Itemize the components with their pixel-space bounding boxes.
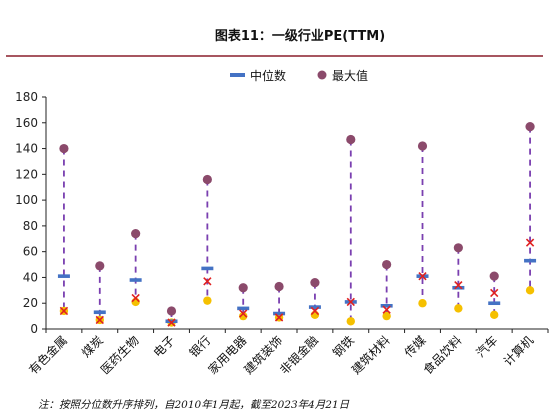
max-point <box>453 243 463 253</box>
x-category-label: 建筑材料 <box>348 333 393 378</box>
max-point <box>166 306 177 316</box>
low-point <box>418 299 427 308</box>
cross-mark-b <box>454 281 463 290</box>
x-category-label: 家用电器 <box>205 333 250 378</box>
cross-mark-b <box>382 305 391 314</box>
y-tick-label: 120 <box>15 167 38 181</box>
x-category-label: 计算机 <box>500 333 536 369</box>
cross-mark-b <box>203 277 212 286</box>
y-tick-label: 80 <box>23 219 38 233</box>
low-point <box>239 311 248 321</box>
cross-mark-b <box>167 318 176 327</box>
cross-mark-b <box>95 315 104 325</box>
max-point <box>310 278 320 288</box>
max-point <box>489 271 499 281</box>
y-tick-label: 40 <box>23 270 38 284</box>
x-category-label: 非银金融 <box>276 333 321 378</box>
low-point <box>454 304 463 313</box>
max-point <box>382 259 392 270</box>
x-category-label: 银行 <box>187 333 214 360</box>
footnote: 注：按照分位数升序排列，自2010年1月起，截至2023年4月21日 <box>38 399 350 411</box>
x-category-label: 电子 <box>151 333 178 360</box>
legend-median-label: 中位数 <box>250 68 286 83</box>
max-point <box>131 229 141 239</box>
x-category-label: 建筑装饰 <box>241 333 286 378</box>
cross-mark-b <box>131 293 140 303</box>
y-tick-label: 180 <box>15 90 38 104</box>
x-category-label: 食品饮料 <box>420 333 465 378</box>
max-point <box>95 261 105 271</box>
low-point <box>382 311 391 321</box>
x-category-label: 汽车 <box>473 333 501 361</box>
y-tick-label: 160 <box>15 116 38 130</box>
y-tick-label: 60 <box>23 245 38 259</box>
y-axis: 0 20 40 60 80 100 120 140 160 180 <box>15 90 47 336</box>
max-point <box>525 122 535 132</box>
cross-mark-b <box>346 297 355 307</box>
cross-mark-b <box>59 306 69 316</box>
chart-title: 图表11：一级行业PE(TTM) <box>215 28 385 44</box>
max-point <box>417 141 428 151</box>
y-tick-label: 20 <box>23 296 38 310</box>
cross-mark-b <box>525 238 535 247</box>
low-point <box>346 317 355 326</box>
legend: 中位数 最大值 <box>230 68 368 83</box>
max-point <box>238 283 248 293</box>
low-point <box>525 286 535 295</box>
max-point <box>59 143 69 154</box>
x-category-label: 传媒 <box>401 333 429 361</box>
y-tick-label: 0 <box>30 322 38 336</box>
cross-mark-b <box>239 309 248 318</box>
max-point <box>274 281 284 292</box>
low-point <box>490 310 499 320</box>
x-category-label: 钢铁 <box>330 333 357 360</box>
plot-marks <box>57 122 537 327</box>
max-point <box>346 134 356 145</box>
legend-max-label: 最大值 <box>332 68 368 83</box>
y-tick-label: 140 <box>15 142 38 156</box>
cross-mark-b <box>490 288 499 298</box>
low-point <box>203 296 212 305</box>
cross-mark-b <box>418 271 427 281</box>
legend-max-swatch <box>317 70 327 80</box>
cross-mark-b <box>274 313 284 322</box>
x-category-label: 医药生物 <box>98 333 142 377</box>
cross-mark-b <box>310 306 320 316</box>
x-category-label: 煤炭 <box>79 333 106 360</box>
y-tick-label: 100 <box>15 193 38 207</box>
max-point <box>202 174 212 185</box>
x-category-label: 有色金属 <box>25 333 70 378</box>
